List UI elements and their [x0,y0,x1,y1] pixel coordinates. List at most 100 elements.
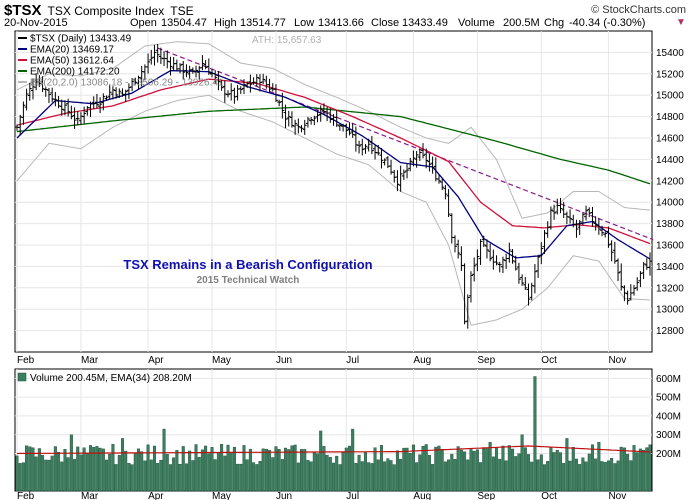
price-bars [15,43,652,329]
volume-tick-label: 400M [656,411,681,422]
volume-bar [373,447,377,492]
volume-bar [501,445,505,492]
price-bar [267,78,272,93]
price-bar [178,63,183,74]
chart-header: $TSX TSX Composite Index TSE [4,2,194,20]
price-bar [603,231,608,238]
price-bar [443,184,448,200]
volume-ema34-line [16,445,651,455]
price-bar [219,79,224,91]
volume-bar [204,445,208,492]
price-bar [226,90,230,98]
volume-bar [165,453,169,492]
price-bar [305,116,310,128]
price-bar [315,110,320,123]
ticker-symbol: $TSX [4,2,42,19]
price-bar [507,242,512,263]
volume-bar [229,452,233,492]
volume-bar [386,458,390,492]
volume-bar [331,462,336,492]
price-y-axis: 12800 13000 13200 13400 13600 13800 14000 14200… [656,48,684,337]
month-label: Aug [413,355,431,366]
price-bar [165,50,170,69]
price-bar [104,95,109,101]
chg-label: Chg [544,17,565,29]
volume-bar [392,464,396,492]
price-bar [245,81,250,88]
price-bar [488,243,493,262]
price-bar [475,249,480,272]
month-axis-price: Feb Mar Apr May Jun Jul Aug Sep Oct Nov [17,355,626,366]
volume-bar [89,445,93,492]
volume-bar [312,452,316,492]
volume-bar [648,444,652,492]
month-label: Nov [608,491,626,500]
volume-tick-label: 300M [656,430,681,441]
volume-bar [98,447,102,492]
ema50-line [16,78,651,245]
volume-bar [175,450,179,492]
volume-bar [523,447,527,492]
volume-bar [232,446,236,492]
volume-bar [60,461,64,492]
brand-label: © StockCharts.com [591,4,686,16]
volume-bar [184,463,188,492]
price-bar [523,277,528,290]
price-bar [289,111,294,128]
price-bar [452,235,457,253]
volume-bar [25,445,29,492]
close-value: 13433.49 [402,17,448,29]
price-bar [280,92,285,119]
volume-bar [443,461,447,492]
volume-bar [469,448,473,492]
volume-bar [555,449,559,492]
volume-bar [322,446,326,492]
price-bar [401,169,406,180]
price-bar [40,76,45,93]
price-bar [484,239,489,259]
volume-bar [101,448,105,492]
volume-bar [399,458,403,492]
close-label: Close [371,17,400,29]
volume-bar [236,463,240,492]
volume-bar [290,445,294,492]
volume-bar [367,462,371,492]
price-bar [347,122,352,136]
volume-bar [300,449,304,492]
volume-bar [482,448,486,492]
volume-bar [395,450,399,492]
price-bar [136,75,141,90]
price-tick-label: 15400 [656,48,684,59]
volume-bar [485,448,489,492]
price-bar [596,218,601,235]
price-bar [510,249,515,264]
price-bar [213,70,218,84]
price-bar [590,206,595,227]
resistance-trendline [157,47,654,241]
volume-bar [565,438,569,492]
price-bar [206,58,211,75]
price-tick-label: 14000 [656,198,684,209]
volume-bar [379,445,383,492]
volume-bar [645,447,649,492]
price-bar [312,115,317,126]
price-grid [15,31,652,352]
volume-bar [354,463,358,492]
price-bar [59,99,64,116]
volume-bar [351,428,355,492]
price-tick-label: 15000 [656,91,684,102]
price-bar [430,156,435,174]
volume-bar [635,452,639,492]
volume-bar [200,449,204,492]
price-bar [328,108,333,123]
volume-bar [316,453,320,492]
volume-bar [475,449,479,492]
price-bar [526,283,531,306]
volume-bar [188,450,192,492]
volume-bar [590,444,594,492]
price-bar [302,119,307,135]
volume-bar [504,460,508,492]
volume-legend: Volume 200.45M, EMA(34) 208.20M [17,372,192,384]
price-bar [69,105,74,120]
volume-bar [517,453,521,492]
